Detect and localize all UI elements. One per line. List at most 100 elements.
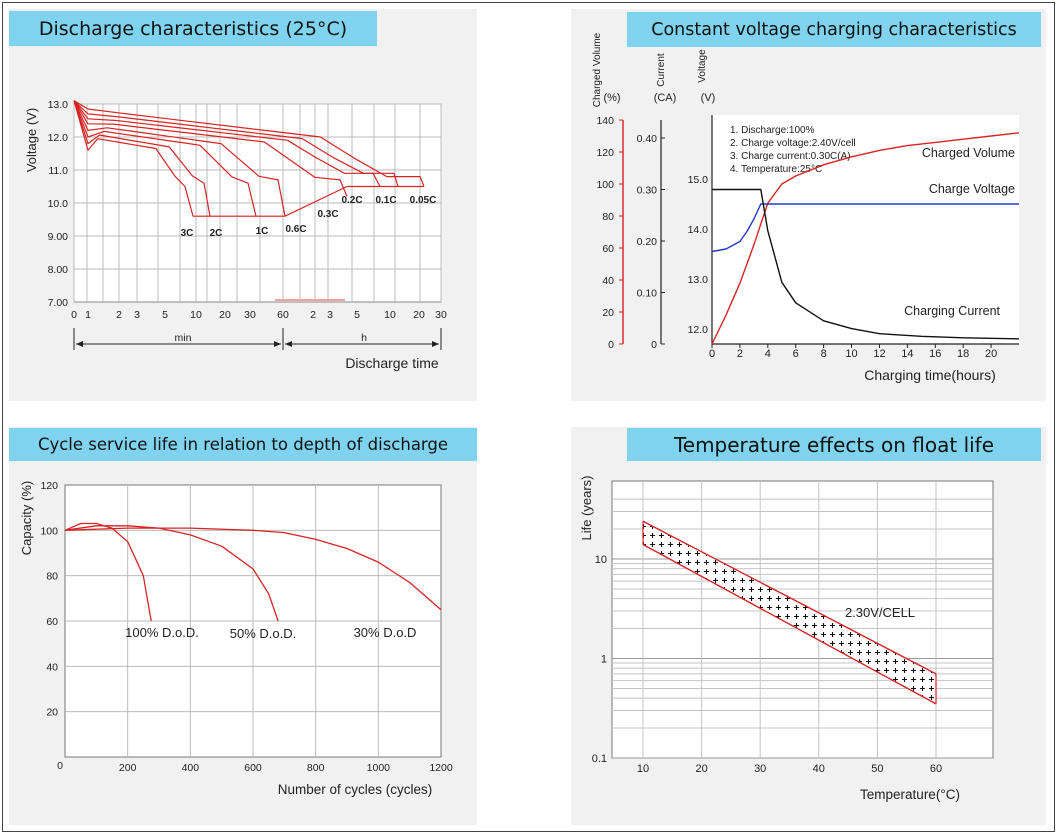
voltage-unit-label: (V) xyxy=(701,92,716,104)
x-unit-h-label: h xyxy=(361,332,367,344)
series-label-0.1C: 0.1C xyxy=(375,195,396,206)
voltage-tick-label: 13.0 xyxy=(688,274,709,286)
series-label-0.2C: 0.2C xyxy=(341,195,362,206)
charged-unit-label: (%) xyxy=(603,92,620,104)
current-tick-label: 0.10 xyxy=(637,288,658,300)
series-label-charged-volume: Charged Volume xyxy=(922,146,1015,160)
x-axis-label: Number of cycles (cycles) xyxy=(278,782,433,797)
discharge-curve-3C xyxy=(73,100,194,217)
charged-axis-label: Charged Volume xyxy=(592,32,603,107)
charge-voltage-line xyxy=(711,203,1019,253)
x-tick-label: 10 xyxy=(384,309,396,321)
y-tick-label: 8.00 xyxy=(48,264,69,276)
condition-note-3: 3. Charge current:0.30C(A) xyxy=(730,151,851,162)
voltage-axis-label: Voltage xyxy=(697,49,708,83)
y-axis-label: Voltage (V) xyxy=(24,108,39,172)
current-unit-label: (CA) xyxy=(654,92,677,104)
upper-bound-line xyxy=(642,520,937,675)
y-tick-label: 60 xyxy=(46,616,58,628)
dod-curve-3 xyxy=(64,527,442,611)
x-unit-min-label: min xyxy=(175,332,192,344)
series-label-3C: 3C xyxy=(181,228,194,239)
discharge-curve-0.6C xyxy=(73,100,286,217)
y-tick-label: 10 xyxy=(595,554,607,566)
charged-tick-label: 140 xyxy=(596,115,614,127)
x-tick-label: 1 xyxy=(85,309,91,321)
y-axis-label: Life (years) xyxy=(579,475,594,540)
x-tick-label: 30 xyxy=(244,309,256,321)
charged-tick-label: 0 xyxy=(608,339,614,351)
x-axis-label: Temperature(°C) xyxy=(860,787,960,802)
x-tick-label: 400 xyxy=(182,762,200,774)
charging-current-line xyxy=(712,188,1020,340)
series-label-0.6C: 0.6C xyxy=(285,224,306,235)
voltage-tick-label: 12.0 xyxy=(688,324,709,336)
y-tick-label: 7.00 xyxy=(48,297,69,309)
arrow-head xyxy=(76,341,83,347)
y-tick-label: 100 xyxy=(40,525,58,537)
x-tick-label: 3 xyxy=(327,309,333,321)
y-tick-label: 11.0 xyxy=(48,165,68,177)
y-tick-label: 10.0 xyxy=(48,198,69,210)
y-tick-label: 20 xyxy=(46,707,58,719)
y-tick-label: 12.0 xyxy=(48,132,69,144)
x-tick-label: 20 xyxy=(985,348,997,360)
voltage-tick-label: 14.0 xyxy=(688,224,709,236)
current-tick-label: 0 xyxy=(651,339,657,351)
discharge-curve-0.05C xyxy=(73,100,425,187)
discharge-curve-2C xyxy=(73,100,211,217)
y-tick-label: 9.00 xyxy=(48,231,69,243)
x-tick-label: 1200 xyxy=(429,762,453,774)
x-tick-label: 800 xyxy=(307,762,325,774)
x-axis-label: Charging time(hours) xyxy=(864,367,996,383)
current-tick-label: 0.40 xyxy=(637,133,658,145)
x-tick-label: 14 xyxy=(901,348,913,360)
x-tick-label: 1000 xyxy=(367,762,391,774)
x-tick-label: 60 xyxy=(930,763,942,775)
dod-label-1: 100% D.o.D. xyxy=(125,625,199,640)
x-tick-label: 30 xyxy=(754,763,766,775)
y-tick-label: 40 xyxy=(46,661,58,673)
band-label: 2.30V/CELL xyxy=(845,605,915,620)
discharge-curve-0.1C xyxy=(73,100,399,187)
x-tick-label: 200 xyxy=(119,762,137,774)
x-tick-label: 8 xyxy=(821,348,827,360)
arrow-head xyxy=(432,341,439,347)
series-label-charging-current: Charging Current xyxy=(904,304,1000,318)
series-label-1C: 1C xyxy=(256,226,269,237)
float-life-title: Temperature effects on float life xyxy=(627,428,1041,461)
y-axis-label: Capacity (%) xyxy=(19,481,34,555)
y-tick-label: 13.0 xyxy=(48,99,69,111)
charged-tick-label: 20 xyxy=(602,307,614,319)
arrow-head xyxy=(285,341,292,347)
x-tick-label: 2 xyxy=(310,309,316,321)
x-tick-label: 600 xyxy=(244,762,262,774)
x-tick-label: 20 xyxy=(413,309,425,321)
cycle-life-title: Cycle service life in relation to depth … xyxy=(9,428,477,461)
y-tick-label: 0.1 xyxy=(592,753,607,765)
series-label-0.05C: 0.05C xyxy=(410,195,437,206)
discharge-curve-0.3C xyxy=(73,100,348,197)
x-tick-label: 16 xyxy=(929,348,941,360)
lower-bound-line xyxy=(642,543,937,705)
dod-curve-2 xyxy=(64,525,279,622)
y-tick-label: 120 xyxy=(40,480,58,492)
discharge-title: Discharge characteristics (25°C) xyxy=(9,11,377,46)
x-tick-label: 10 xyxy=(637,763,649,775)
x-tick-label: 0 xyxy=(709,348,715,360)
x-tick-label: 20 xyxy=(219,309,231,321)
charged-tick-label: 60 xyxy=(602,243,614,255)
voltage-tick-label: 15.0 xyxy=(688,174,709,186)
condition-note-1: 1. Discharge:100% xyxy=(730,125,815,136)
x-tick-label: 12 xyxy=(873,348,885,360)
series-label-charge-voltage: Charge Voltage xyxy=(929,182,1015,196)
series-label-0.3C: 0.3C xyxy=(317,209,338,220)
charged-tick-label: 40 xyxy=(602,275,614,287)
x-tick-label: 4 xyxy=(765,348,771,360)
x-tick-label: 40 xyxy=(813,763,825,775)
dod-label-2: 50% D.o.D. xyxy=(230,626,296,641)
arrow-head xyxy=(274,341,281,347)
